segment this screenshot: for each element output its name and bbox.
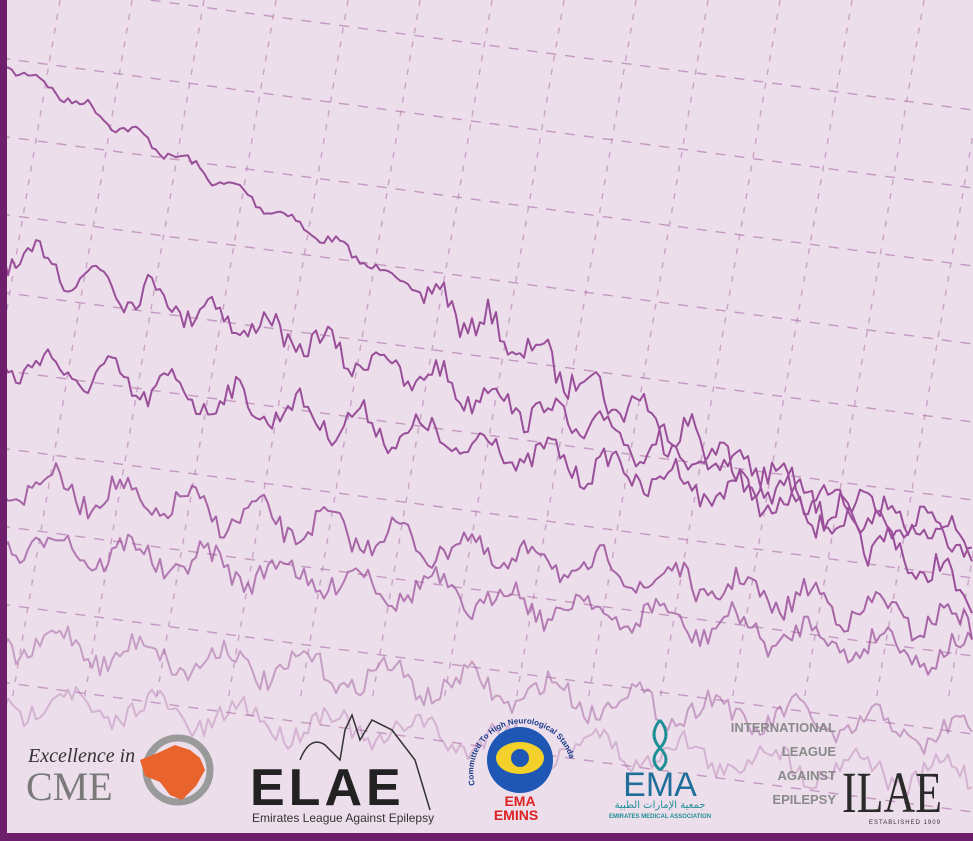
grid-col: [731, 0, 853, 701]
grid-col: [587, 0, 709, 701]
eeg-trace: [0, 55, 973, 614]
cme-map: [140, 745, 205, 800]
grid-col: [515, 0, 637, 701]
bottom-border: [0, 833, 973, 841]
elae-logo: ELAE Emirates League Against Epilepsy: [250, 712, 434, 825]
eeg-trace: [0, 685, 973, 796]
ilae-logo: ILAE ESTABLISHED 1909 INTERNATIONAL LEAGU…: [731, 720, 942, 826]
elae-name: ELAE: [250, 759, 405, 817]
grid-row: [0, 447, 973, 579]
ema-name: EMA: [623, 766, 697, 804]
grid-row: [0, 603, 973, 735]
grid-row: [0, 369, 973, 501]
cme-logo: Excellence in CME: [26, 734, 214, 809]
grid-col: [803, 0, 925, 701]
ema-subtitle: EMIRATES MEDICAL ASSOCIATION: [609, 814, 711, 820]
eeg-trace: [0, 462, 973, 642]
grid-row: [144, 0, 973, 111]
eeg-traces: [0, 55, 973, 796]
emins-line1: EMA: [504, 793, 535, 809]
grid-row: [0, 525, 973, 657]
ilae-established: ESTABLISHED 1909: [869, 820, 941, 826]
ema-helix: [652, 719, 668, 772]
ema-arabic: جمعية الإمارات الطبية: [615, 800, 706, 811]
grid-row: [0, 135, 973, 267]
grid-col: [947, 550, 973, 701]
cme-line1: Excellence in: [27, 745, 135, 767]
ilae-word: EPILEPSY: [772, 792, 836, 807]
grid-col: [659, 0, 781, 701]
grid-col: [371, 0, 493, 701]
grid-row: [0, 291, 973, 423]
grid-col: [11, 0, 133, 701]
grid-col: [299, 0, 421, 701]
ilae-word: AGAINST: [778, 768, 837, 783]
grid-col: [155, 0, 277, 701]
elae-outline: [299, 712, 431, 811]
grid-row: [0, 213, 973, 345]
grid-col: [443, 0, 565, 701]
eeg-grid: [0, 0, 973, 813]
ema-logo: EMA جمعية الإمارات الطبية EMIRATES MEDIC…: [609, 719, 711, 820]
ilae-word: INTERNATIONAL: [731, 720, 836, 735]
eeg-trace: [0, 533, 973, 676]
grid-row: [0, 57, 973, 189]
grid-col: [83, 0, 205, 701]
emins-line2: EMINS: [494, 807, 538, 823]
grid-col: [875, 130, 973, 701]
left-border: [0, 0, 7, 841]
ilae-mark: ILAE: [842, 760, 942, 825]
ilae-word: LEAGUE: [782, 744, 837, 759]
emins-core: [511, 749, 529, 767]
elae-subtitle: Emirates League Against Epilepsy: [252, 811, 434, 825]
grid-row: [0, 681, 973, 813]
eeg-trace: [0, 239, 973, 562]
eeg-trace: [0, 348, 973, 558]
eeg-trace: [0, 625, 973, 755]
cme-line2: CME: [26, 764, 113, 809]
